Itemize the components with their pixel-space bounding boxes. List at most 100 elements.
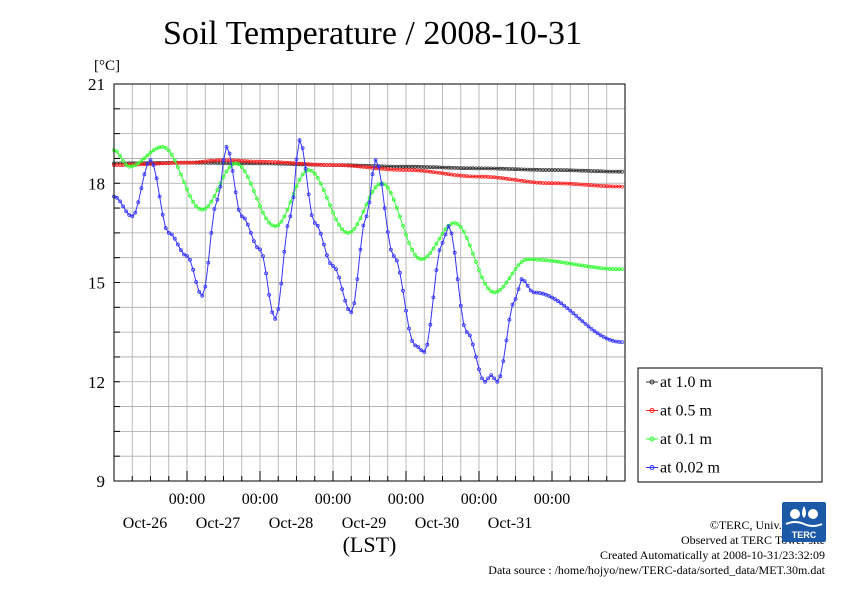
- data-point: [519, 277, 524, 282]
- data-point: [391, 254, 396, 258]
- x-tick-time-label: 00:00: [169, 491, 205, 508]
- data-point: [245, 222, 250, 227]
- data-point: [218, 184, 223, 189]
- data-point: [139, 186, 144, 191]
- data-point: [388, 247, 393, 252]
- data-point: [443, 232, 448, 237]
- data-point: [413, 253, 418, 257]
- data-point: [385, 185, 390, 190]
- data-point: [194, 204, 199, 209]
- data-point: [172, 236, 177, 241]
- data-point: [349, 229, 354, 234]
- data-point: [428, 251, 433, 256]
- data-point: [309, 168, 314, 173]
- data-point: [498, 374, 503, 379]
- data-point: [367, 200, 372, 205]
- data-point: [410, 247, 415, 252]
- data-point: [151, 163, 156, 167]
- data-point: [279, 281, 284, 286]
- data-point: [474, 259, 478, 264]
- x-tick-date-label: Oct-26: [123, 515, 167, 532]
- data-point: [267, 292, 272, 297]
- data-point: [379, 182, 384, 187]
- data-point: [182, 180, 186, 185]
- data-point: [419, 348, 424, 353]
- logo-text: TERC: [792, 530, 817, 540]
- data-point: [175, 242, 180, 247]
- data-point: [273, 224, 278, 229]
- data-point: [318, 181, 323, 186]
- terc-logo: TERC: [782, 502, 826, 542]
- data-point: [574, 313, 579, 318]
- data-point: [425, 254, 430, 259]
- data-point: [203, 284, 208, 289]
- data-point: [297, 138, 302, 143]
- data-point: [410, 338, 415, 343]
- data-point: [437, 236, 442, 241]
- legend-entry-label: at 1.0 m: [660, 374, 713, 391]
- data-point: [483, 281, 488, 286]
- data-point: [124, 163, 129, 168]
- data-point: [255, 245, 259, 250]
- data-point: [139, 158, 144, 163]
- data-point: [571, 311, 576, 316]
- data-point: [346, 307, 351, 312]
- data-point: [130, 214, 135, 219]
- data-point: [242, 216, 247, 221]
- data-point: [620, 267, 624, 272]
- data-point: [477, 367, 481, 372]
- data-point: [236, 207, 241, 212]
- data-point: [236, 162, 241, 167]
- data-point: [175, 165, 180, 170]
- data-point: [334, 217, 338, 222]
- data-point: [525, 283, 530, 288]
- data-point: [142, 156, 147, 161]
- data-point: [121, 204, 125, 209]
- data-point: [580, 319, 585, 324]
- x-tick-time-label: 00:00: [461, 491, 497, 508]
- data-point: [422, 350, 427, 354]
- legend-entry-label: at 0.1 m: [660, 431, 713, 448]
- data-point: [559, 301, 563, 306]
- data-point: [480, 275, 484, 280]
- data-point: [297, 177, 302, 182]
- data-point: [248, 230, 253, 235]
- series-layer: [112, 138, 624, 384]
- data-point: [309, 213, 314, 218]
- data-point: [328, 203, 332, 208]
- data-point: [212, 194, 217, 199]
- footer-source: Data source : /home/hojyo/new/TERC-data/…: [488, 563, 825, 577]
- data-point: [620, 340, 624, 345]
- legend-entry-label: at 0.5 m: [660, 403, 713, 420]
- data-point: [449, 231, 454, 236]
- data-point: [620, 184, 624, 189]
- x-tick-time-label: 00:00: [315, 491, 351, 508]
- data-point: [470, 342, 475, 347]
- footer-observed: Observed at TERC Tower site: [680, 533, 825, 547]
- data-point: [364, 214, 369, 219]
- x-tick-date-label: Oct-28: [269, 515, 313, 532]
- data-point: [586, 324, 591, 329]
- data-point: [145, 161, 150, 166]
- x-tick-date-label: Oct-31: [488, 515, 532, 532]
- x-tick-time-label: 00:00: [534, 491, 570, 508]
- data-point: [562, 303, 567, 308]
- data-point: [620, 169, 624, 174]
- data-point: [598, 333, 603, 338]
- data-point: [337, 223, 342, 227]
- axes: 912151821[°C]00:00Oct-2600:00Oct-2700:00…: [88, 58, 608, 557]
- data-point: [404, 232, 408, 237]
- data-point: [294, 157, 299, 162]
- data-point: [245, 175, 250, 179]
- data-point: [440, 240, 445, 245]
- data-point: [321, 242, 326, 247]
- data-point: [285, 224, 290, 229]
- data-point: [404, 308, 408, 313]
- data-point: [118, 199, 122, 204]
- data-point: [282, 214, 287, 219]
- data-point: [209, 199, 214, 204]
- data-point: [279, 219, 284, 224]
- data-point: [328, 261, 332, 266]
- data-point: [115, 195, 119, 200]
